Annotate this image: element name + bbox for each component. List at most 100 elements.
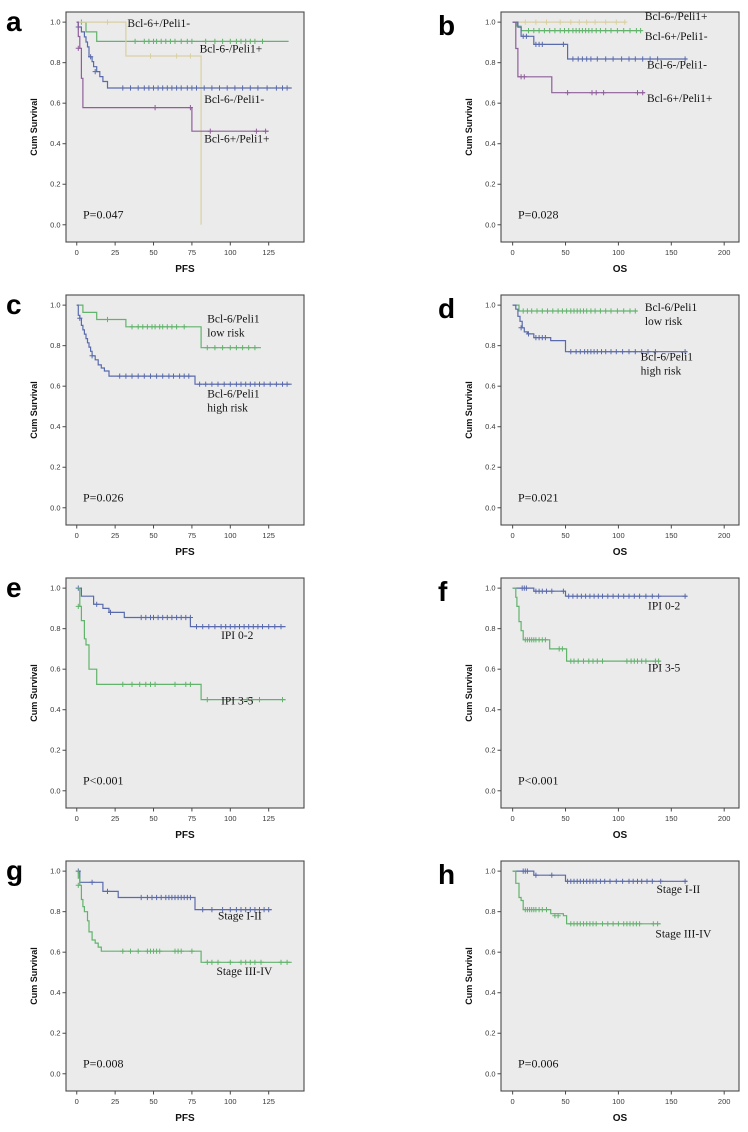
censor-marks [522, 19, 628, 25]
y-tick-label: 0.6 [485, 665, 495, 674]
y-tick-label: 0.2 [485, 746, 495, 755]
km-curve-stage-i-ii [76, 870, 272, 911]
x-tick-label: 0 [75, 531, 79, 540]
curve-label-bcl-6-peli1-low-risk: Bcl-6/Peli1 low risk [207, 313, 260, 339]
p-value-label: P=0.006 [518, 1057, 558, 1071]
censor-marks [518, 325, 688, 355]
censor-marks [525, 28, 644, 34]
curve-label-ipi-3-5: IPI 3-5 [221, 696, 254, 708]
km-curve-bcl-6-peli1- [76, 21, 269, 132]
y-tick-label: 0.4 [50, 139, 60, 148]
x-tick-label: 50 [149, 1097, 157, 1106]
km-plot-f: 0 50 100 150 200 0.0 0.2 0.4 0.6 0.8 1.0 OS Cum Surv… [464, 577, 740, 841]
y-tick-label: 0.4 [485, 705, 495, 714]
km-plot-a: 0 25 50 75 100 125 0.0 0.2 0.4 0.6 0.8 1.0 PFS Cum Su… [29, 11, 305, 275]
plot-area [65, 11, 305, 243]
y-tick-label: 0.4 [50, 422, 60, 431]
plot-area [65, 860, 305, 1092]
x-axis-label: OS [613, 830, 628, 841]
x-tick-label: 75 [188, 1097, 196, 1106]
x-tick-label: 0 [75, 1097, 79, 1106]
x-axis-label: PFS [175, 547, 195, 558]
x-axis-label: PFS [175, 1113, 195, 1124]
x-tick-label: 75 [188, 531, 196, 540]
x-tick-label: 100 [224, 531, 237, 540]
km-plot-d: 0 50 100 150 200 0.0 0.2 0.4 0.6 0.8 1.0 OS Cum Surv… [464, 294, 740, 558]
curve-label-bcl-6-peli1-high-risk: Bcl-6/Peli1 high risk [207, 388, 260, 414]
y-tick-label: 1.0 [485, 18, 495, 27]
y-axis-label: Cum Survival [29, 947, 39, 1005]
panel-f: f 0 50 100 150 200 0.0 0.2 0.4 0.6 0.8 1.0 OS Cum Sur… [374, 566, 748, 849]
censor-marks [518, 74, 646, 96]
panel-g: g 0 25 50 75 100 125 0.0 0.2 0.4 0.6 0.8 1.0 PFS Cum S… [0, 849, 374, 1132]
x-tick-label: 100 [612, 248, 625, 257]
x-tick-label: 25 [111, 1097, 119, 1106]
y-tick-label: 0.4 [485, 422, 495, 431]
panel-letter-e: e [6, 572, 22, 603]
km-plot-g: 0 25 50 75 100 125 0.0 0.2 0.4 0.6 0.8 1.0 PFS Cum Su… [29, 860, 305, 1124]
panel-letter-a: a [6, 6, 22, 37]
curve-label-ipi-0-2: IPI 0-2 [648, 600, 681, 612]
curve-label-ipi-0-2: IPI 0-2 [221, 630, 254, 642]
censor-marks [104, 19, 193, 59]
y-axis-label: Cum Survival [29, 381, 39, 439]
km-plot-b: 0 50 100 150 200 0.0 0.2 0.4 0.6 0.8 1.0 OS Cum Surv… [464, 11, 740, 275]
p-value-label: P<0.001 [518, 774, 558, 788]
x-axis-label: PFS [175, 830, 195, 841]
y-tick-label: 0.4 [50, 705, 60, 714]
x-tick-label: 200 [718, 814, 731, 823]
y-tick-label: 0.2 [485, 1029, 495, 1038]
censor-marks [104, 316, 258, 351]
x-tick-label: 0 [511, 1097, 515, 1106]
x-tick-label: 100 [224, 1097, 237, 1106]
y-tick-label: 0.4 [485, 139, 495, 148]
x-tick-label: 200 [718, 531, 731, 540]
y-tick-label: 0.6 [50, 948, 60, 957]
y-tick-label: 0.2 [50, 1029, 60, 1038]
y-tick-label: 0.0 [485, 503, 495, 512]
x-tick-label: 125 [262, 248, 275, 257]
p-value-label: P=0.021 [518, 491, 558, 505]
censor-marks [519, 585, 688, 599]
y-tick-label: 0.0 [485, 786, 495, 795]
y-tick-label: 0.2 [50, 746, 60, 755]
censor-marks [520, 308, 638, 314]
panel-a: a 0 25 50 75 100 125 0.0 0.2 0.4 0.6 0.8 1.0 PFS Cum S… [0, 0, 374, 283]
y-tick-label: 0.6 [50, 99, 60, 108]
y-tick-label: 0.0 [50, 503, 60, 512]
plot-area [65, 294, 305, 526]
y-tick-label: 0.8 [485, 907, 495, 916]
x-tick-label: 150 [665, 814, 678, 823]
y-tick-label: 0.6 [50, 382, 60, 391]
curve-label-stage-i-ii: Stage I-II [218, 910, 262, 922]
y-axis-label: Cum Survival [464, 664, 474, 722]
x-tick-label: 50 [149, 531, 157, 540]
y-tick-label: 0.6 [485, 382, 495, 391]
y-axis-label: Cum Survival [29, 664, 39, 722]
plot-area [500, 860, 740, 1092]
y-tick-label: 1.0 [50, 584, 60, 593]
y-tick-label: 1.0 [485, 301, 495, 310]
x-tick-label: 125 [262, 1097, 275, 1106]
y-tick-label: 0.6 [485, 948, 495, 957]
curve-label-bcl-6-peli1-low-risk: Bcl-6/Peli1 low risk [645, 302, 698, 328]
y-tick-label: 0.0 [485, 1069, 495, 1078]
y-tick-label: 0.8 [485, 341, 495, 350]
y-tick-label: 0.2 [50, 180, 60, 189]
censor-marks [522, 907, 661, 927]
y-tick-label: 0.2 [485, 180, 495, 189]
panel-h: h 0 50 100 150 200 0.0 0.2 0.4 0.6 0.8 1.0 OS Cum Sur… [374, 849, 748, 1132]
x-tick-label: 100 [612, 1097, 625, 1106]
panel-letter-g: g [6, 855, 24, 886]
y-tick-label: 0.8 [50, 58, 60, 67]
x-axis-label: OS [613, 547, 628, 558]
censor-marks [75, 882, 290, 965]
curve-label-bcl-6-peli1-: Bcl-6-/Peli1+ [645, 11, 708, 23]
curve-label-stage-i-ii: Stage I-II [656, 884, 700, 896]
x-tick-label: 50 [561, 1097, 569, 1106]
plot-area [500, 577, 740, 809]
y-tick-label: 0.6 [485, 99, 495, 108]
y-tick-label: 0.4 [50, 988, 60, 997]
km-curve-bcl-6-peli1-low-risk [76, 304, 261, 349]
x-tick-label: 0 [75, 814, 79, 823]
